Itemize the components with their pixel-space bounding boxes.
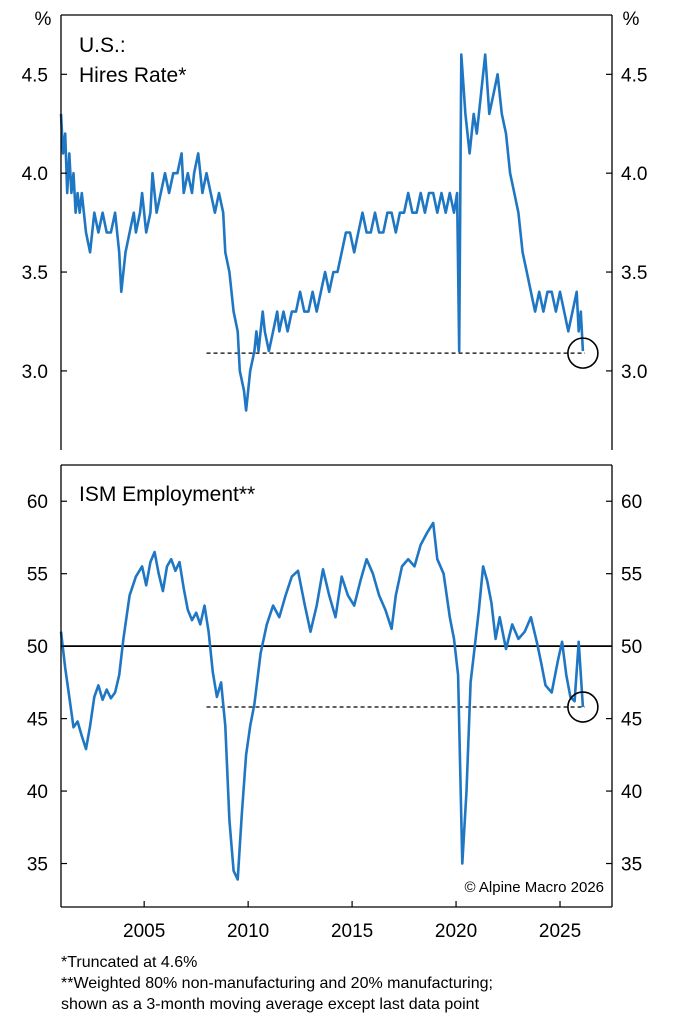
footnotes: *Truncated at 4.6% **Weighted 80% non-ma…	[61, 952, 681, 1015]
ism-employment-ytick-label-right: 45	[621, 710, 642, 731]
hires-rate-latest-circle	[567, 337, 599, 369]
ism-employment-title: ISM Employment**	[79, 483, 255, 506]
ism-employment-ytick-label-left: 45	[27, 710, 48, 731]
hires-rate-title: U.S.:	[79, 34, 126, 57]
ism-employment-ytick-label-right: 55	[621, 565, 642, 586]
hires-rate-ytick-label-right: 4.5	[621, 65, 647, 86]
ism-employment-latest-circle	[567, 691, 599, 723]
hires-rate-ytick-label-left: 3.5	[22, 263, 48, 284]
hires-rate-ytick-label-left: 4.0	[22, 164, 48, 185]
copyright-credit: © Alpine Macro 2026	[465, 879, 604, 896]
x-axis-tick-label: 2005	[123, 921, 165, 942]
ism-employment-ytick-label-right: 40	[621, 782, 642, 803]
hires-rate-ytick-label-right: 4.0	[621, 164, 647, 185]
hires-rate-unit-left: %	[35, 9, 52, 30]
hires-rate-panel: 3.0 3.0 3.5 3.5 4.0 4.0 4.5 4.5 % % U.S.: Hires…	[22, 9, 647, 450]
hires-rate-axes: 3.0 3.0 3.5 3.5 4.0 4.0 4.5 4.5	[22, 14, 647, 450]
hires-rate-ytick-label-right: 3.0	[621, 362, 647, 383]
ism-employment-panel: 35 35 40 40 45 45 50 50 55 55 60 60 2005 2010 2015 2020…	[27, 464, 642, 942]
hires-rate-subtitle: Hires Rate*	[79, 64, 186, 87]
footnote-weighting: **Weighted 80% non-manufacturing and 20%…	[61, 975, 493, 992]
x-axis-tick-label: 2015	[331, 921, 373, 942]
ism-employment-ytick-label-left: 50	[27, 637, 48, 658]
ism-employment-ytick-label-left: 60	[27, 492, 48, 513]
footnote-truncation: *Truncated at 4.6%	[61, 954, 198, 971]
ism-employment-ytick-label-right: 50	[621, 637, 642, 658]
ism-employment-ytick-label-left: 35	[27, 855, 48, 876]
hires-rate-ytick-label-left: 4.5	[22, 65, 48, 86]
x-axis-tick-label: 2025	[539, 921, 581, 942]
x-axis-tick-label: 2010	[227, 921, 269, 942]
ism-employment-series-line	[59, 521, 585, 881]
ism-employment-ytick-label-left: 40	[27, 782, 48, 803]
hires-rate-ytick-label-left: 3.0	[22, 362, 48, 383]
ism-employment-ytick-label-left: 55	[27, 565, 48, 586]
hires-rate-series-line	[59, 53, 585, 412]
footnote-moving-average: shown as a 3-month moving average except…	[61, 996, 480, 1013]
ism-employment-axes: 35 35 40 40 45 45 50 50 55 55 60 60 2005 2010 2015 2020…	[27, 464, 642, 942]
x-axis-tick-label: 2020	[435, 921, 477, 942]
hires-rate-unit-right: %	[623, 9, 640, 30]
ism-employment-ytick-label-right: 35	[621, 855, 642, 876]
hires-rate-ytick-label-right: 3.5	[621, 263, 647, 284]
ism-employment-reference-lines	[61, 645, 612, 708]
ism-employment-ytick-label-right: 60	[621, 492, 642, 513]
